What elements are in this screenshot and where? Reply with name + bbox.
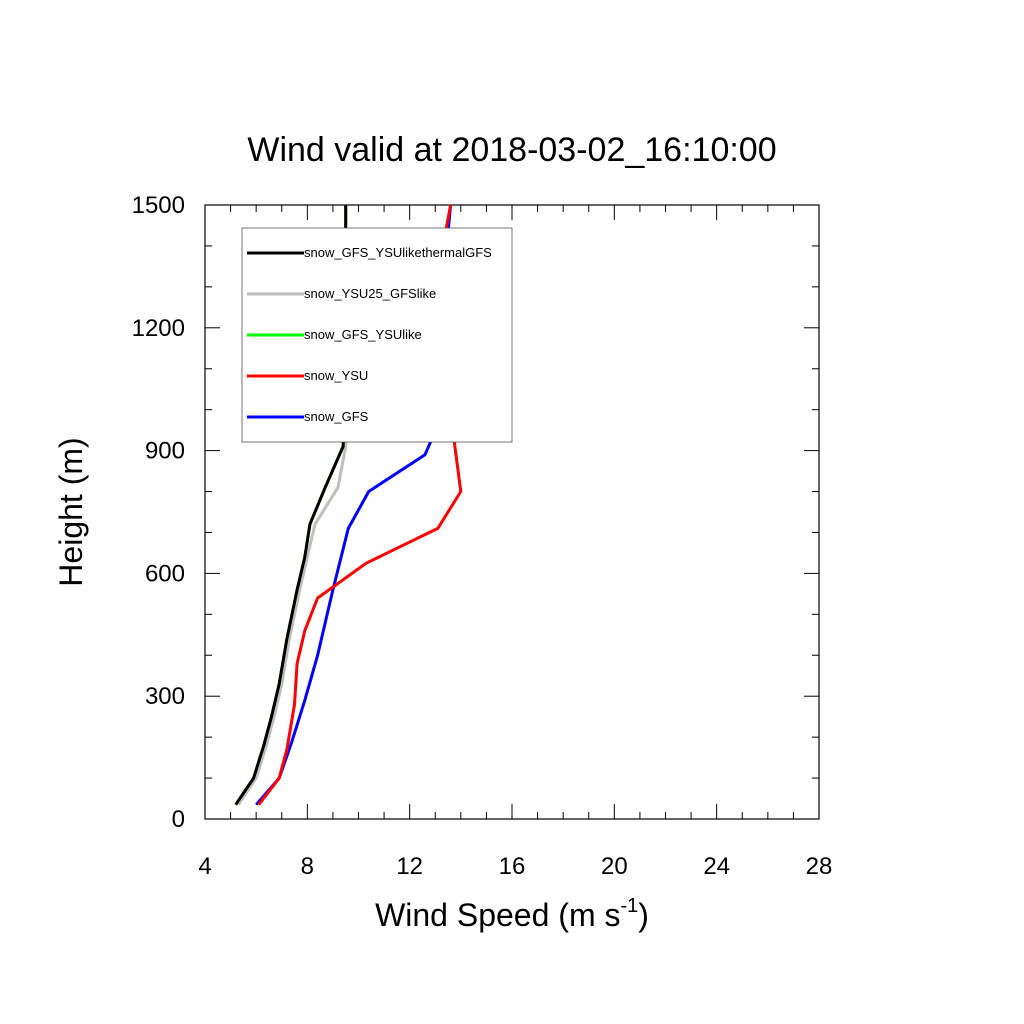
y-tick-label: 900 — [145, 438, 185, 465]
legend-items: snow_GFS_YSUlikethermalGFS snow_YSU25_GFS… — [247, 245, 492, 424]
legend-label: snow_YSU25_GFSlike — [304, 286, 436, 301]
x-tick-label: 8 — [301, 853, 314, 880]
y-axis-tick-labels: 0 300 600 900 1200 1500 — [132, 192, 185, 833]
legend: snow_GFS_YSUlikethermalGFS snow_YSU25_GFS… — [241, 227, 513, 443]
x-axis-tick-labels: 4 8 12 16 20 24 28 — [198, 853, 832, 880]
x-tick-label: 12 — [396, 853, 423, 880]
y-tick-label: 1500 — [132, 192, 185, 219]
x-tick-label: 4 — [198, 853, 211, 880]
y-tick-label: 1200 — [132, 315, 185, 342]
y-axis-ticks — [205, 204, 819, 820]
legend-label: snow_GFS_YSUlikethermalGFS — [304, 245, 492, 260]
x-axis-label-superscript: -1 — [620, 895, 638, 917]
x-tick-label: 20 — [601, 853, 628, 880]
series-line-snow-ysu25-gfslike — [237, 205, 348, 806]
x-tick-label: 28 — [806, 853, 833, 880]
legend-label: snow_YSU — [304, 368, 368, 383]
x-tick-label: 16 — [499, 853, 526, 880]
y-tick-label: 0 — [172, 806, 185, 833]
x-axis-label: Wind Speed (m s-1) — [375, 895, 649, 933]
y-tick-label: 600 — [145, 560, 185, 587]
legend-label: snow_GFS — [304, 409, 369, 424]
x-axis-ticks — [204, 205, 820, 819]
x-tick-label: 24 — [703, 853, 730, 880]
chart-title: Wind valid at 2018-03-02_16:10:00 — [247, 131, 776, 169]
y-tick-label: 300 — [145, 683, 185, 710]
x-axis-label-main: Wind Speed (m s — [375, 897, 620, 933]
legend-label: snow_GFS_YSUlike — [304, 327, 422, 342]
y-axis-label: Height (m) — [53, 437, 89, 586]
x-axis-label-suffix: ) — [638, 897, 649, 933]
